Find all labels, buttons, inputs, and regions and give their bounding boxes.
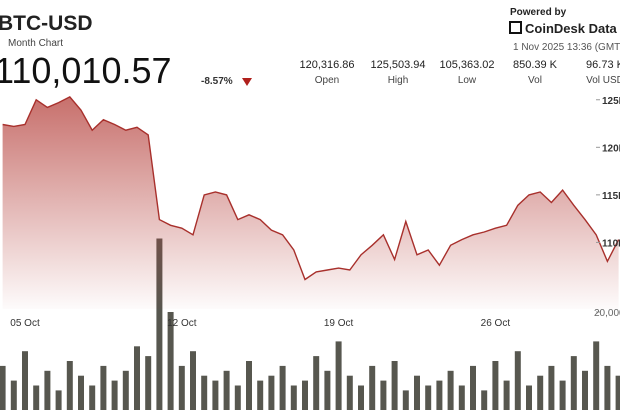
volume-layer: [0, 238, 620, 410]
volume-bar: [369, 365, 376, 410]
timestamp: 1 Nov 2025 13:36 (GMT): [513, 42, 620, 53]
x-tick-label: 19 Oct: [324, 318, 354, 329]
stat-value: 120,316.86: [299, 59, 354, 71]
volume-bar: [111, 380, 118, 410]
y-tick-label: 125K: [602, 96, 620, 107]
volume-bar: [514, 351, 521, 410]
volume-bar: [615, 375, 620, 410]
stat-label: High: [388, 75, 409, 86]
volume-bar: [414, 375, 420, 410]
down-arrow: [242, 78, 252, 86]
volume-bar: [268, 375, 275, 410]
volume-bar: [481, 390, 488, 410]
volume-bar: [570, 356, 577, 410]
y2-tick-label: 20,000: [594, 308, 620, 319]
stat-value: 96.73 K: [586, 59, 620, 71]
volume-bar: [503, 380, 510, 410]
volume-bar: [402, 390, 409, 410]
volume-bar: [190, 351, 196, 410]
x-tick-label: 26 Oct: [481, 318, 511, 329]
volume-bar: [425, 385, 432, 410]
volume-bar: [436, 380, 443, 410]
stats: 120,316.86 Open 125,503.94 High 105,363.02 Lo…: [299, 59, 620, 86]
price-layer: [2, 96, 620, 310]
volume-bar: [290, 385, 297, 410]
volume-bar: [44, 370, 51, 410]
volume-bar: [167, 312, 174, 410]
volume-bar: [313, 356, 320, 410]
volume-bar: [604, 365, 611, 410]
axes-layer: 110K 115K 120K 125K 20,000 05 Oct 12 Oct 19 Oct…: [10, 96, 620, 329]
brand-logo: [509, 21, 522, 34]
y-tick-label: 115K: [602, 191, 620, 202]
volume-bar: [593, 341, 600, 410]
x-tick-label: 05 Oct: [10, 318, 40, 329]
volume-bar: [55, 390, 62, 410]
volume-bar: [470, 365, 476, 410]
y-tick-label: 110K: [602, 238, 620, 249]
price: 110,010.57: [0, 50, 172, 91]
price-area: [2, 96, 619, 310]
volume-bar: [537, 375, 544, 410]
volume-bar: [78, 375, 84, 410]
volume-bar: [33, 385, 40, 410]
volume-bar: [134, 346, 140, 410]
volume-bar: [391, 361, 398, 410]
volume-bar: [156, 238, 163, 410]
volume-bar: [10, 380, 17, 410]
volume-bar: [492, 361, 499, 410]
stat-label: Open: [315, 75, 339, 86]
volume-bar: [234, 385, 241, 410]
volume-bar: [66, 361, 73, 410]
volume-bar: [257, 380, 264, 410]
volume-bar: [212, 380, 219, 410]
stat-value: 105,363.02: [439, 59, 494, 71]
volume-bar: [358, 385, 364, 410]
volume-bar: [0, 365, 6, 410]
volume-bar: [335, 341, 342, 410]
volume-bar: [122, 370, 129, 410]
volume-bar: [223, 370, 230, 410]
volume-bar: [548, 365, 555, 410]
stat-label: Vol USD: [586, 75, 620, 86]
volume-bar: [324, 370, 331, 410]
volume-bar: [458, 385, 465, 410]
volume-bar: [89, 385, 96, 410]
volume-bar: [100, 365, 107, 410]
change: -8.57%: [201, 76, 233, 87]
volume-bar: [145, 356, 152, 410]
volume-bar: [302, 380, 308, 410]
price-line: [2, 96, 620, 281]
stat-label: Low: [458, 75, 477, 86]
volume-bar: [582, 370, 588, 410]
volume-bar: [559, 380, 566, 410]
volume-bar: [380, 380, 387, 410]
volume-bar: [178, 365, 185, 410]
volume-bar: [346, 375, 353, 410]
volume-bar: [22, 351, 28, 410]
volume-bar: [279, 365, 286, 410]
stat-value: 850.39 K: [513, 59, 558, 71]
volume-bar: [201, 375, 208, 410]
volume-bar: [447, 370, 454, 410]
volume-bar: [526, 385, 532, 410]
brand: CoinDesk Data: [525, 21, 618, 36]
x-tick-label: 12 Oct: [167, 318, 197, 329]
powered-by: Powered by: [510, 7, 567, 18]
stat-label: Vol: [528, 75, 542, 86]
stat-value: 125,503.94: [370, 59, 425, 71]
subtitle: Month Chart: [8, 38, 63, 49]
title: BTC-USD: [0, 12, 93, 35]
y-tick-label: 120K: [602, 143, 620, 154]
volume-bar: [246, 361, 252, 410]
